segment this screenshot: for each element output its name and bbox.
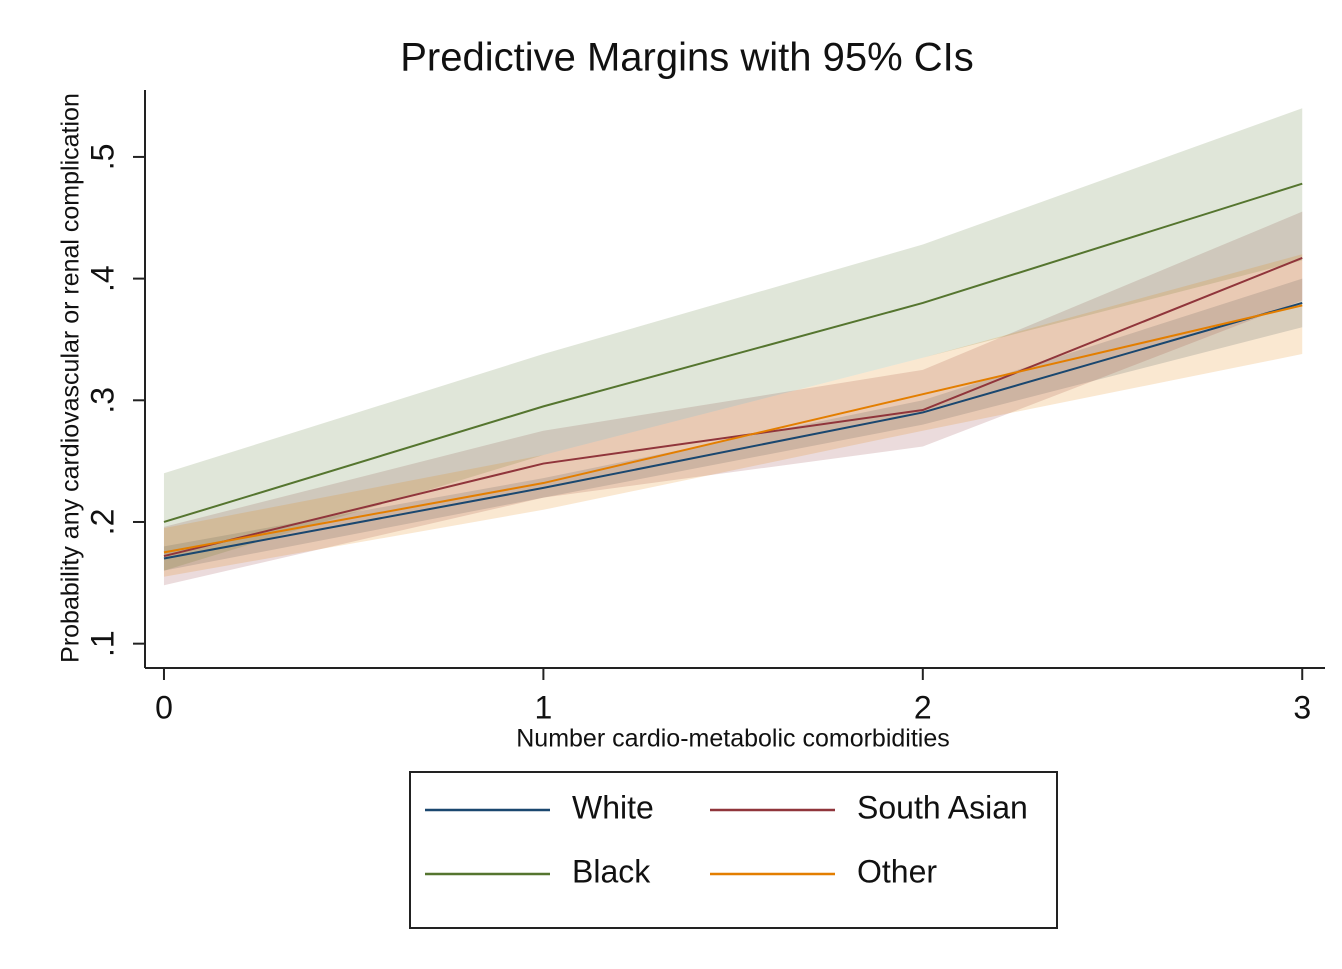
series-line [163, 182, 1303, 523]
y-axis-label: Probability any cardiovascular or renal … [57, 93, 85, 663]
ci-band [163, 211, 1303, 586]
y-tick-label: .5 [84, 144, 120, 171]
ci-band [163, 254, 1303, 577]
legend-label: South Asian [857, 789, 1028, 825]
x-tick-label: 0 [155, 689, 173, 725]
series-line [163, 301, 1303, 560]
legend-label: White [572, 789, 654, 825]
legend-label: Other [857, 853, 937, 889]
x-axis-label: Number cardio-metabolic comorbidities [516, 725, 950, 753]
y-tick-label: .3 [84, 387, 120, 414]
y-tick-label: .1 [84, 630, 120, 657]
x-tick-label: 1 [534, 689, 552, 725]
x-tick-label: 2 [914, 689, 932, 725]
series-line [163, 304, 1303, 554]
ci-band [163, 108, 1303, 571]
legend-label: Black [572, 853, 651, 889]
series-line [163, 256, 1303, 558]
ci-band [163, 278, 1303, 571]
legend-box [409, 771, 1058, 929]
y-tick-label: .2 [84, 509, 120, 536]
y-tick-label: .4 [84, 265, 120, 292]
x-tick-label: 3 [1293, 689, 1311, 725]
chart-title: Predictive Margins with 95% CIs [400, 36, 974, 80]
